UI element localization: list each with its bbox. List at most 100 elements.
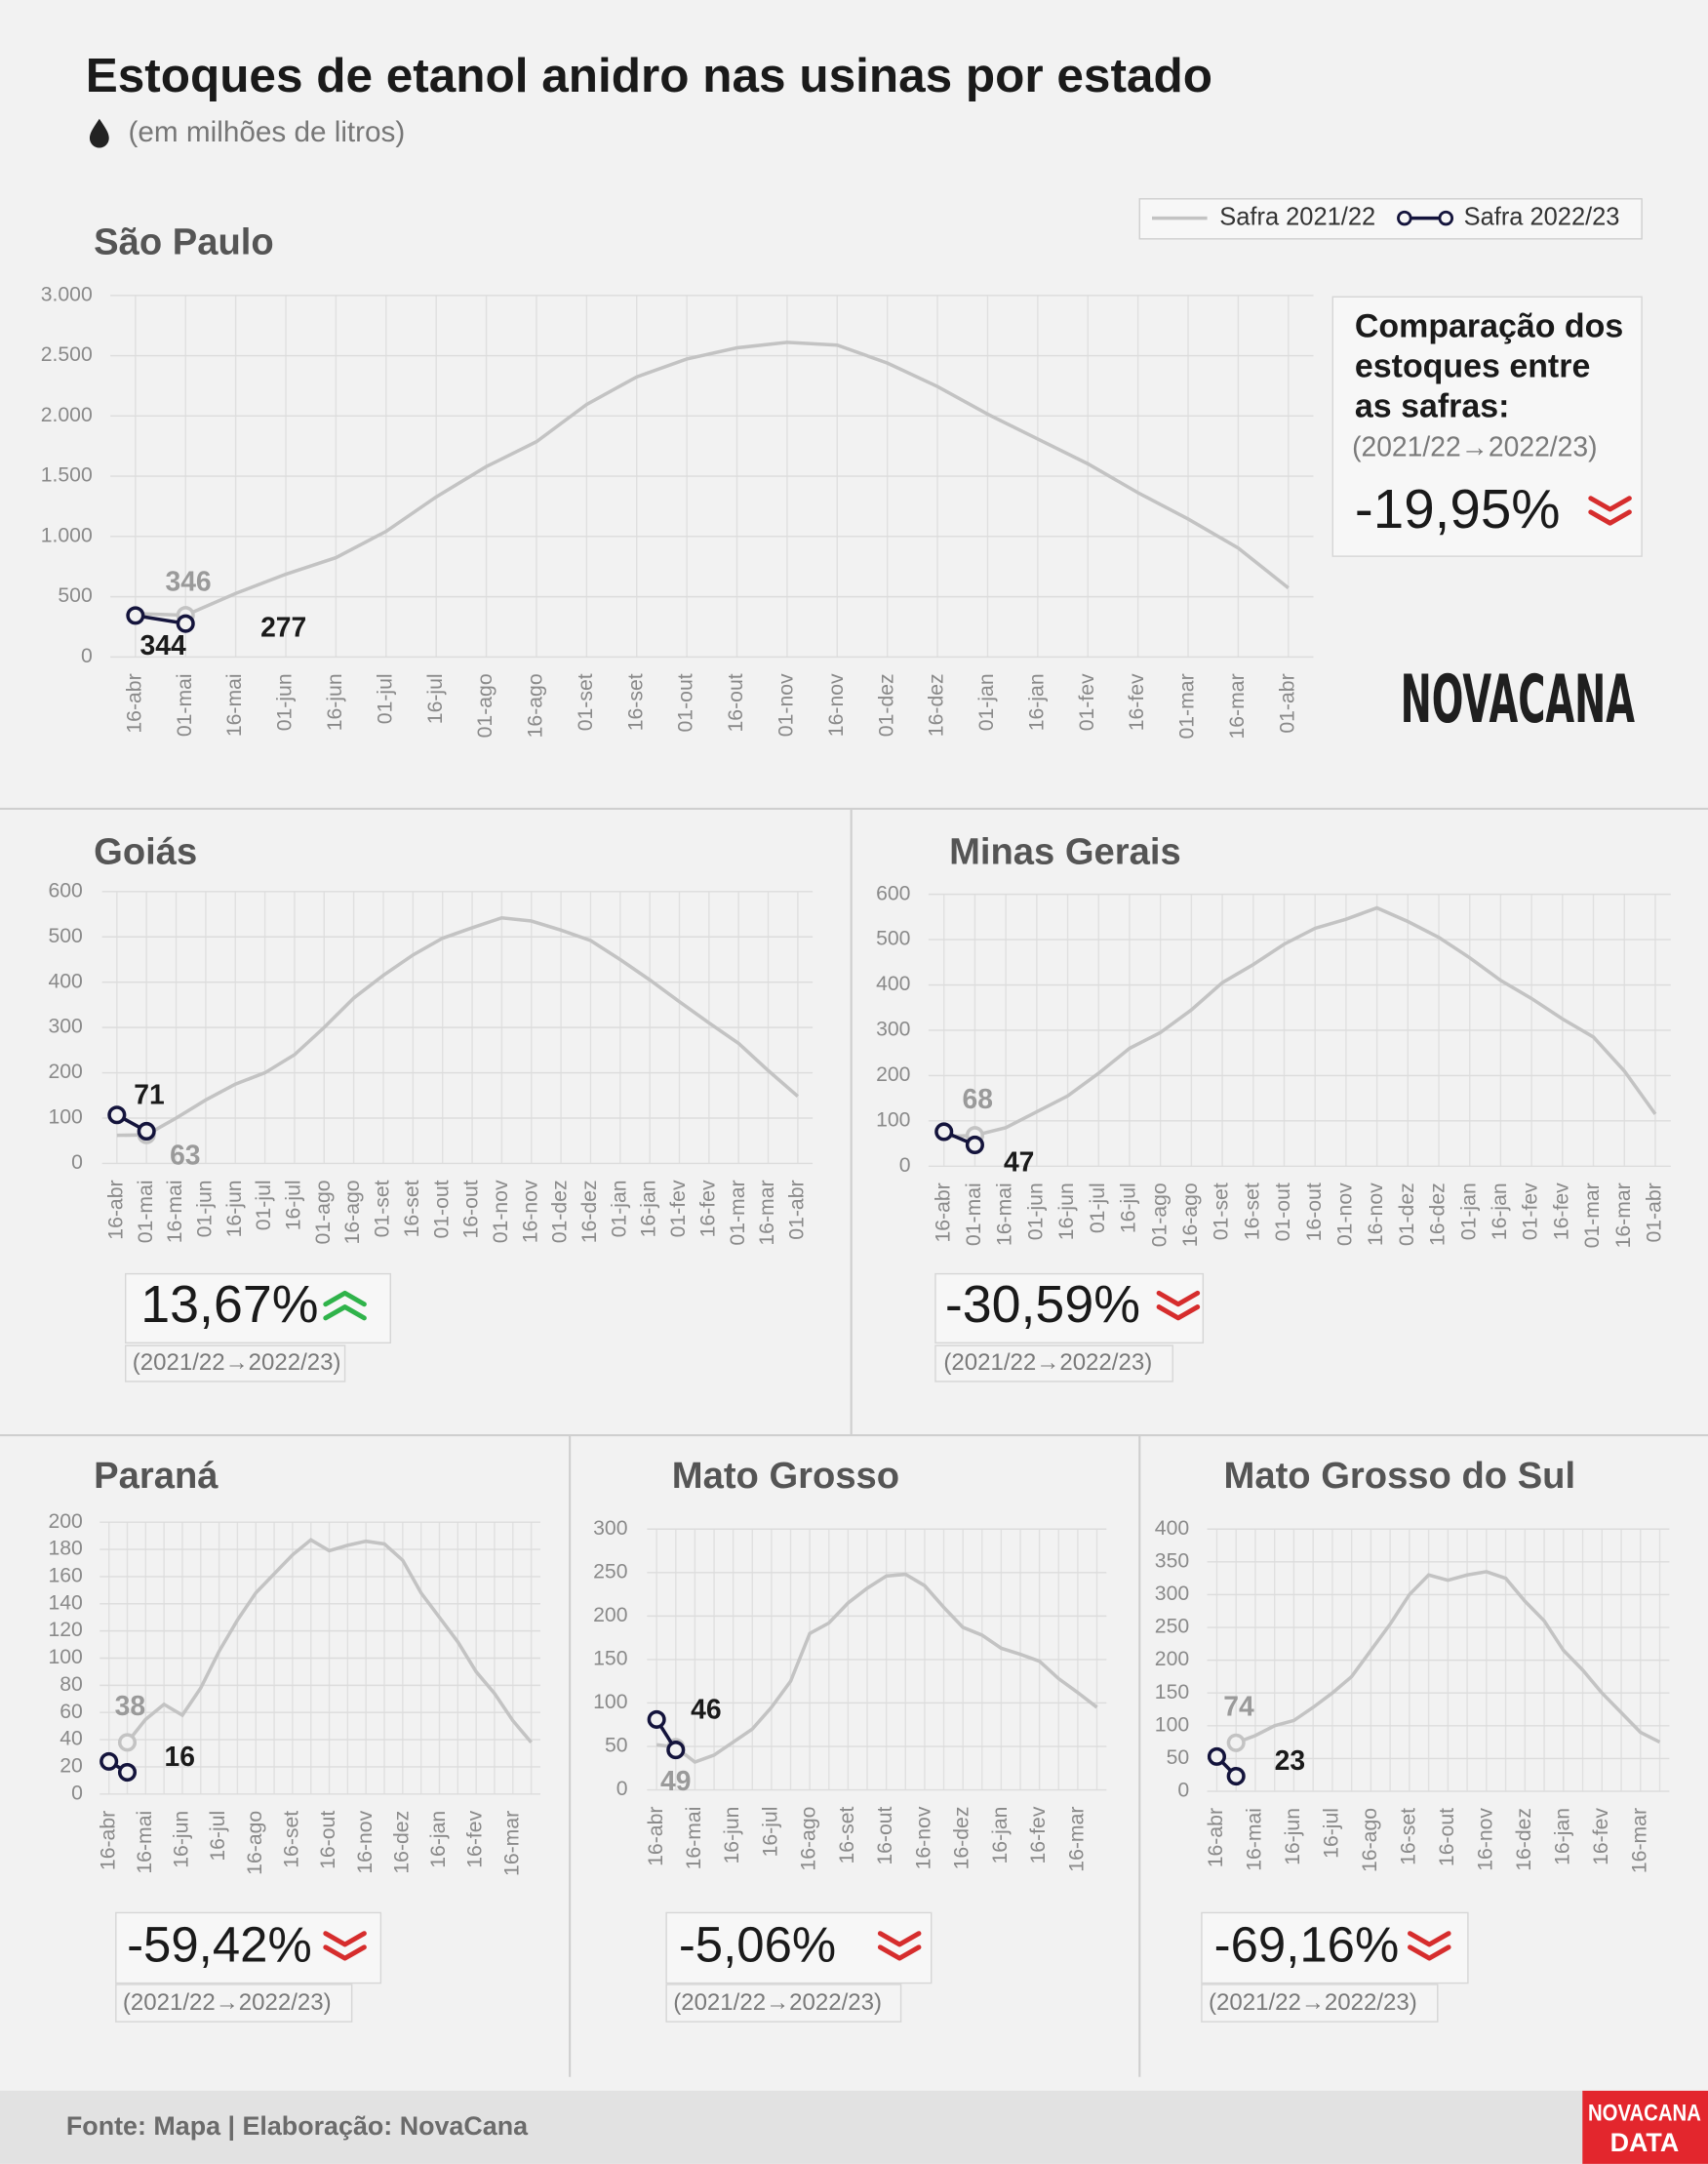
trend-arrow — [877, 1931, 922, 1961]
chart-title: São Paulo — [94, 221, 274, 263]
x-tick-label: 01-set — [575, 673, 597, 731]
data-label: 38 — [115, 1690, 145, 1721]
x-tick-label: 16-out — [317, 1811, 339, 1869]
x-tick-label: 16-mai — [223, 673, 246, 737]
badge — [1582, 2090, 1708, 2164]
period-box — [1201, 1984, 1439, 2023]
y-tick-label: 100 — [1155, 1713, 1189, 1736]
point-marker — [647, 1709, 666, 1729]
chart-title: Mato Grosso do Sul — [1224, 1455, 1576, 1497]
x-tick-label: 16-mar — [1066, 1807, 1089, 1872]
x-tick-label: 01-jan — [608, 1180, 630, 1237]
x-tick-label: 16-jun — [171, 1811, 193, 1868]
x-tick-label: 16-nov — [519, 1180, 541, 1243]
y-tick-label: 2.000 — [41, 404, 93, 426]
y-tick-label: 300 — [48, 1016, 82, 1038]
x-tick-label: 01-mar — [1581, 1182, 1604, 1248]
x-tick-label: 16-jun — [1282, 1808, 1304, 1865]
y-tick-label: 0 — [899, 1154, 911, 1177]
change-value: -30,59% — [945, 1275, 1140, 1334]
y-tick-label: 1.000 — [41, 524, 93, 546]
x-tick-label: 01-nov — [775, 673, 798, 737]
x-tick-label: 01-jan — [975, 673, 998, 731]
x-tick-label: 16-nov — [913, 1806, 935, 1869]
x-tick-label: 16-mai — [164, 1180, 186, 1243]
x-tick-label: 16-ago — [798, 1807, 820, 1871]
x-tick-label: 16-jun — [721, 1807, 743, 1864]
x-tick-label: 16-jan — [1551, 1808, 1573, 1865]
x-tick-label: 16-fev — [1027, 1806, 1050, 1863]
x-tick-label: 16-jan — [1489, 1182, 1511, 1240]
x-tick-label: 01-out — [430, 1180, 453, 1238]
x-tick-label: 16-dez — [1513, 1808, 1535, 1871]
series-line — [126, 1538, 533, 1744]
data-label: 71 — [134, 1079, 164, 1110]
point-marker — [137, 1121, 156, 1142]
x-tick-label: 01-abr — [1644, 1182, 1666, 1242]
x-tick-label: 01-abr — [786, 1180, 809, 1239]
period-label: (2021/22→2022/23) — [123, 1989, 332, 2016]
x-tick-label: 01-fev — [1076, 673, 1098, 731]
y-tick-label: 140 — [48, 1591, 82, 1614]
y-tick-label: 200 — [48, 1061, 82, 1083]
y-tick-label: 150 — [593, 1648, 627, 1670]
x-tick-label: 01-dez — [1396, 1182, 1418, 1246]
chart-title: Goiás — [94, 831, 197, 873]
x-tick-label: 01-mai — [135, 1180, 157, 1243]
x-tick-label: 16-set — [624, 673, 647, 731]
x-tick-label: 01-ago — [312, 1180, 335, 1244]
point-marker — [107, 1105, 127, 1125]
y-tick-label: 500 — [876, 928, 910, 950]
x-tick-label: 01-jun — [1024, 1182, 1047, 1240]
y-tick-label: 200 — [593, 1604, 627, 1626]
trend-arrow — [1588, 496, 1632, 526]
chart-title: Minas Gerais — [949, 831, 1181, 873]
x-tick-label: 16-jun — [1055, 1182, 1078, 1240]
x-tick-label: 16-jun — [223, 1180, 246, 1237]
x-tick-label: 01-nov — [490, 1180, 512, 1243]
x-tick-label: 01-jan — [1457, 1182, 1480, 1240]
logo: NOVACANA — [1401, 661, 1636, 739]
trend-arrow — [1156, 1290, 1201, 1321]
x-tick-label: 01-dez — [549, 1180, 572, 1243]
y-tick-label: 100 — [593, 1691, 627, 1713]
x-tick-label: 16-fev — [464, 1810, 487, 1867]
period-box — [125, 1344, 346, 1383]
y-tick-label: 200 — [48, 1510, 82, 1533]
y-tick-label: 600 — [48, 879, 82, 902]
badge-text: NOVACANA — [1588, 2100, 1701, 2126]
x-tick-label: 16-abr — [645, 1807, 667, 1866]
x-tick-label: 16-jul — [283, 1180, 305, 1230]
x-tick-label: 16-jul — [1321, 1808, 1343, 1859]
legend-label: Safra 2021/22 — [1219, 203, 1375, 230]
y-tick-label: 160 — [48, 1565, 82, 1587]
point-marker — [117, 1762, 138, 1783]
x-tick-label: 16-ago — [341, 1180, 364, 1244]
badge-text: DATA — [1610, 2128, 1680, 2157]
comparison-title: as safras: — [1355, 388, 1510, 425]
y-tick-label: 250 — [1155, 1616, 1189, 1638]
x-tick-label: 16-ago — [244, 1811, 266, 1875]
y-tick-label: 200 — [876, 1063, 910, 1086]
x-tick-label: 16-mar — [500, 1811, 523, 1876]
x-tick-label: 01-set — [1211, 1182, 1233, 1240]
x-tick-label: 01-abr — [1276, 673, 1298, 733]
x-tick-label: 16-dez — [1427, 1182, 1450, 1246]
x-tick-label: 16-out — [460, 1180, 483, 1238]
x-tick-label: 16-mar — [756, 1180, 778, 1245]
drop-icon — [89, 118, 109, 148]
data-label: 16 — [165, 1741, 195, 1772]
period-label: (2021/22→2022/23) — [133, 1349, 341, 1376]
x-tick-label: 16-jan — [427, 1811, 450, 1868]
x-tick-label: 16-abr — [104, 1180, 127, 1239]
point-marker — [965, 1135, 984, 1154]
y-tick-label: 350 — [1155, 1549, 1189, 1572]
x-tick-label: 16-mai — [994, 1182, 1016, 1246]
comparison-box — [665, 1911, 933, 1984]
x-tick-label: 16-out — [725, 673, 747, 732]
period-box — [665, 1984, 902, 2023]
point-marker — [1207, 1746, 1226, 1766]
x-tick-label: 16-dez — [951, 1807, 973, 1870]
page-title: Estoques de etanol anidro nas usinas por… — [86, 49, 1212, 102]
